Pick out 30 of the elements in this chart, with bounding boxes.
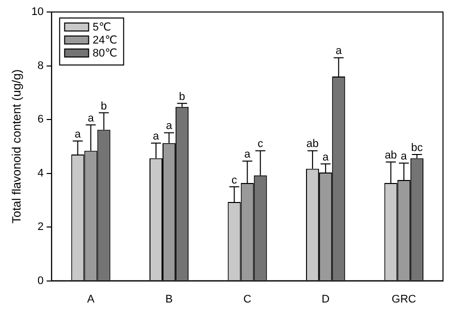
legend-label: 5℃ [92, 22, 112, 34]
data-label: a [244, 148, 252, 161]
data-label: a [322, 151, 330, 164]
data-label: c [232, 174, 238, 186]
y-axis-title: Total flavonoid content (ug/g) [10, 69, 24, 224]
legend-label: 80℃ [92, 48, 118, 60]
y-tick-label: 10 [31, 6, 44, 18]
data-label: a [74, 128, 82, 141]
x-tick-label: D [322, 293, 330, 306]
data-label: bc [411, 142, 424, 154]
x-tick-label: C [243, 293, 252, 306]
y-tick-label: 6 [38, 114, 44, 126]
x-tick-label: A [87, 293, 96, 306]
y-tick-label: 8 [38, 60, 44, 72]
x-tick-label: B [165, 293, 173, 306]
data-label: c [258, 138, 264, 150]
y-tick-label: 2 [38, 221, 44, 234]
data-label: a [166, 120, 173, 132]
data-label: a [152, 130, 160, 143]
legend-label: 24℃ [92, 34, 118, 47]
data-label: b [179, 90, 186, 103]
y-tick-label: 4 [38, 167, 44, 180]
data-label: a [88, 112, 95, 124]
x-tick-label: GRC [392, 293, 416, 306]
data-label: b [100, 100, 107, 112]
data-label: a [400, 150, 408, 163]
data-label: ab [384, 150, 397, 162]
data-label: ab [306, 138, 319, 150]
data-label: a [336, 45, 343, 58]
y-tick-label: 0 [38, 274, 44, 287]
